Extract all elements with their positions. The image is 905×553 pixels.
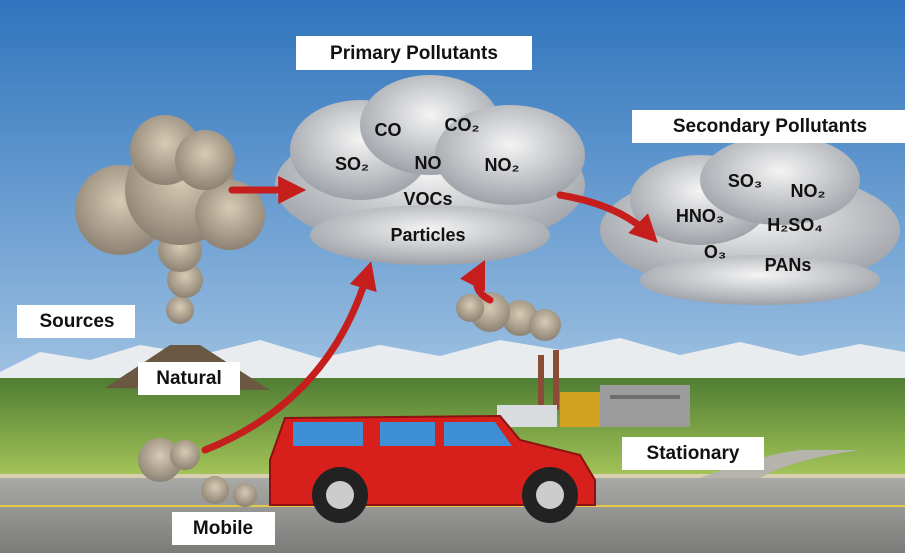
pollutant: SO₂ (335, 154, 369, 174)
pollutant: HNO₃ (676, 206, 724, 226)
pollutant: H₂SO₄ (767, 215, 823, 235)
primary-title: Primary Pollutants (330, 43, 498, 64)
secondary-title: Secondary Pollutants (673, 116, 867, 137)
pollutant: SO₃ (728, 171, 762, 191)
pollutant: CO (375, 120, 402, 140)
stationary-label: Stationary (647, 443, 740, 464)
natural-label: Natural (156, 368, 221, 389)
sources-label: Sources (40, 311, 115, 332)
pollutant: NO₂ (485, 155, 520, 175)
pollutant: VOCs (403, 189, 452, 209)
pollutant: Particles (390, 225, 465, 245)
pollutant: NO (415, 153, 442, 173)
pollutant: CO₂ (445, 115, 480, 135)
pollutant: O₃ (704, 242, 726, 262)
illustration: Primary Pollutants Secondary Pollutants … (0, 0, 905, 553)
pollutant: NO₂ (791, 181, 826, 201)
pollutant: PANs (765, 255, 812, 275)
mobile-label: Mobile (193, 518, 253, 539)
